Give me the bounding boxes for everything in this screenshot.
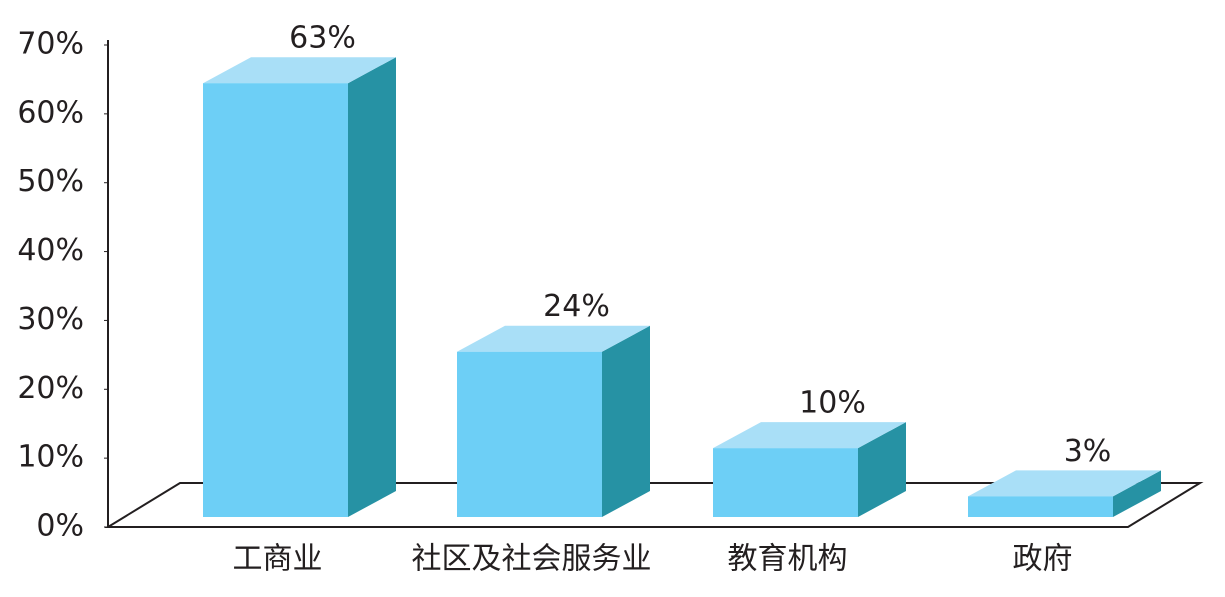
y-tick-label: 20%: [17, 371, 84, 406]
y-tick-label: 40%: [17, 233, 84, 268]
y-tick-label: 0%: [36, 509, 84, 544]
bar-top: [713, 422, 906, 449]
x-tick-label: 政府: [1013, 542, 1073, 577]
bar: [968, 496, 1113, 517]
y-tick-label: 30%: [17, 302, 84, 337]
value-label: 10%: [799, 386, 866, 421]
bar-side: [348, 57, 396, 517]
bar-side: [1113, 470, 1161, 517]
bar-top: [968, 470, 1161, 497]
value-label: 63%: [289, 21, 356, 56]
bar: [713, 448, 858, 517]
bar: [203, 83, 348, 517]
bar-side: [602, 325, 650, 517]
value-label: 3%: [1064, 434, 1112, 469]
x-tick-label: 工商业: [233, 542, 323, 577]
y-tick-label: 10%: [17, 440, 84, 475]
y-tick-label: 70%: [17, 27, 84, 62]
x-tick-label: 社区及社会服务业: [412, 542, 652, 577]
bar-side: [858, 422, 906, 517]
bar: [457, 351, 602, 517]
bar-top: [457, 325, 650, 352]
y-tick-label: 60%: [17, 95, 84, 130]
bar-top: [203, 57, 396, 84]
x-tick-label: 教育机构: [728, 542, 848, 577]
value-label: 24%: [543, 289, 610, 324]
y-tick-label: 50%: [17, 164, 84, 199]
